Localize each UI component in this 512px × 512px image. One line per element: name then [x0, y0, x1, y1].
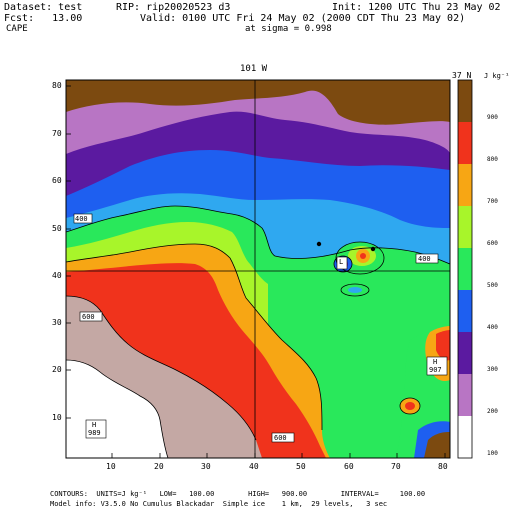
high-value: 989: [88, 429, 101, 437]
cape-region-ring-cyan: [348, 287, 362, 293]
longitude-marker: 101 W: [240, 64, 268, 74]
x-tick-label: 30: [201, 462, 211, 471]
cape-region-se-brown: [424, 432, 450, 458]
marker-dot: [370, 246, 376, 252]
axis-ticks: [66, 85, 446, 458]
y-tick-label: 80: [52, 81, 62, 90]
field-label: CAPE: [6, 24, 28, 34]
colorbar-label: 200: [487, 408, 498, 415]
low-letter: L: [339, 258, 344, 266]
contour-label: 400: [418, 255, 431, 263]
contour-lines: [66, 205, 450, 458]
forecast-label: Fcst: 13.00: [4, 13, 83, 24]
colorbar-unit: J kg⁻¹: [484, 72, 510, 80]
y-tick-label: 60: [52, 176, 62, 185]
dataset-label: Dataset: test: [4, 2, 83, 13]
y-tick-label: 20: [52, 365, 62, 374]
colorbar-label: 400: [487, 324, 498, 331]
colorbar: [457, 79, 473, 459]
x-tick-label: 20: [154, 462, 164, 471]
x-tick-label: 40: [249, 462, 259, 471]
cape-fill-field: [66, 80, 450, 458]
y-tick-label: 70: [52, 129, 62, 138]
y-tick-label: 50: [52, 224, 62, 233]
cape-region-se-red: [436, 330, 450, 361]
high-letter: H: [433, 358, 438, 366]
colorbar-label: 500: [487, 282, 498, 289]
y-tick-label: 40: [52, 271, 62, 280]
contour-label: 600: [82, 313, 95, 321]
marker-dot: [316, 241, 322, 247]
x-tick-label: 70: [391, 462, 401, 471]
colorbar-label: 700: [487, 198, 498, 205]
colorbar-label: 300: [487, 366, 498, 373]
cape-region-se-red-blob: [405, 402, 415, 410]
colorbar-label: 100: [487, 450, 498, 457]
x-tick-label: 80: [438, 462, 448, 471]
x-tick-label: 50: [296, 462, 306, 471]
map-frame: [65, 79, 451, 459]
x-tick-label: 10: [106, 462, 116, 471]
contour-label: 400: [75, 215, 88, 223]
colorbar-label: 900: [487, 114, 498, 121]
valid-label: Valid: 0100 UTC Fri 24 May 02 (2000 CDT …: [140, 13, 466, 24]
x-tick-label: 60: [344, 462, 354, 471]
y-tick-label: 10: [52, 413, 62, 422]
model-info: Model info: V3.5.0 No Cumulus Blackadar …: [50, 500, 388, 508]
cape-region-cell-red: [360, 253, 366, 259]
contour-label: 600: [274, 434, 287, 442]
rip-label: RIP: rip20020523 d3: [116, 2, 231, 13]
y-tick-label: 30: [52, 318, 62, 327]
latitude-marker: 37 N: [452, 71, 472, 80]
high-value: 907: [429, 366, 442, 374]
high-letter: H: [92, 421, 97, 429]
sigma-label: at sigma = 0.998: [245, 24, 332, 34]
contours-info: CONTOURS: UNITS=J kg⁻¹ LOW= 100.00 HIGH=…: [50, 490, 426, 498]
colorbar-label: 600: [487, 240, 498, 247]
colorbar-label: 800: [487, 156, 498, 163]
init-label: Init: 1200 UTC Thu 23 May 02: [332, 2, 501, 13]
